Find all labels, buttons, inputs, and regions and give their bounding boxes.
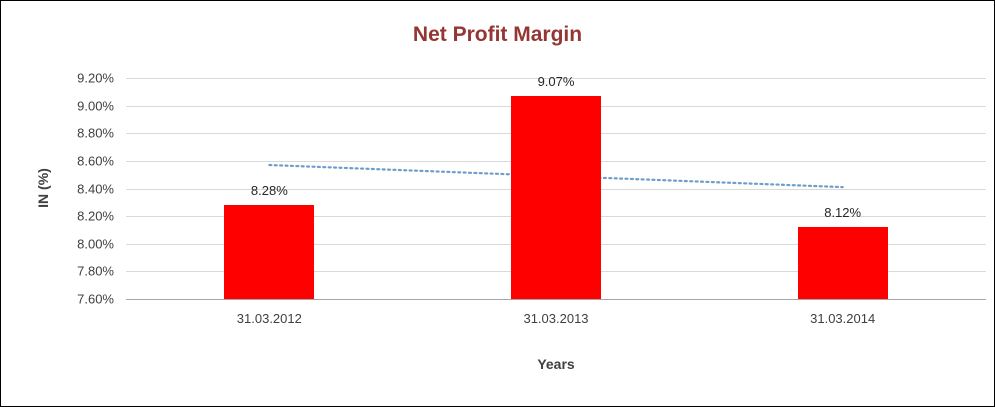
- bar-data-label: 9.07%: [537, 73, 575, 89]
- y-tick-label: 9.20%: [77, 70, 114, 86]
- y-tick-label: 8.80%: [77, 125, 114, 141]
- plot-area: 7.60% 7.80% 8.00% 8.20% 8.40% 8.60% 8.80% 9.00%…: [77, 71, 986, 326]
- bar-data-label: 8.28%: [250, 183, 288, 199]
- y-tick-label: 8.40%: [77, 181, 114, 196]
- x-axis-line: [126, 299, 986, 300]
- y-tick-label: 8.00%: [77, 236, 114, 252]
- gridline: [126, 78, 986, 79]
- y-tick-label: 7.60%: [77, 291, 114, 307]
- x-category-label: 31.03.2014: [810, 311, 876, 326]
- chart-title: Net Profit Margin: [412, 23, 583, 46]
- bar-31.03.2013: [511, 95, 601, 299]
- y-axis-title: IN (%): [35, 168, 51, 208]
- y-tick-label: 8.60%: [77, 153, 114, 169]
- x-category-label: 31.03.2012: [236, 311, 302, 326]
- bar-31.03.2012: [224, 205, 315, 299]
- y-tick-label: 9.00%: [77, 98, 114, 114]
- bar-data-label: 8.12%: [824, 205, 862, 221]
- y-tick-label: 8.20%: [77, 208, 114, 224]
- x-category-label: 31.03.2013: [523, 311, 589, 326]
- bar-31.03.2014: [797, 227, 888, 299]
- y-tick-label: 7.80%: [77, 263, 114, 279]
- x-axis-title: Years: [537, 356, 575, 372]
